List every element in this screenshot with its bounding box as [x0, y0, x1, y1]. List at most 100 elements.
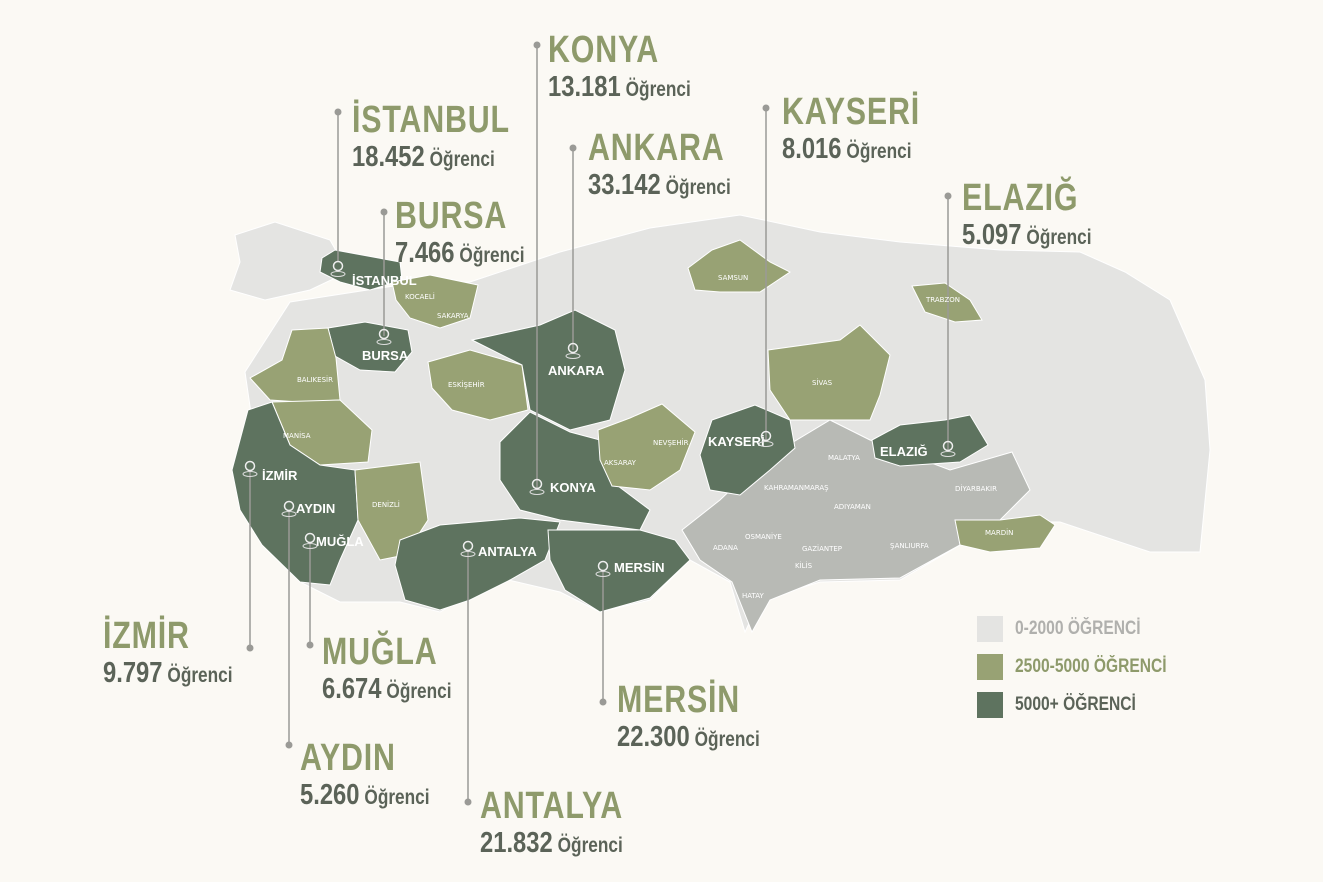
city-name: KAYSERİ [782, 91, 920, 133]
province-label-mardin: MARDİN [985, 528, 1013, 537]
legend-item-mid: 2500-5000 ÖĞRENCİ [977, 648, 1200, 686]
province-bursa [327, 321, 413, 373]
province-ankara [470, 309, 626, 431]
map-city-label-izmir: İZMİR [262, 468, 298, 483]
leader-dot [569, 144, 577, 152]
student-count: 22.300 Öğrenci [617, 721, 760, 753]
province-label-gaziantep: GAZİANTEP [802, 544, 842, 553]
leader-dot [246, 644, 254, 652]
location-pin-icon [758, 430, 774, 447]
province-antalya [394, 517, 561, 611]
student-count: 5.097 Öğrenci [962, 219, 1092, 251]
student-count: 8.016 Öğrenci [782, 133, 912, 165]
city-name: İSTANBUL [352, 99, 510, 141]
province-mersin [547, 529, 691, 613]
city-name: MUĞLA [322, 631, 438, 673]
leader-dot [380, 208, 388, 216]
legend-swatch [977, 654, 1003, 680]
city-name: ANTALYA [480, 785, 623, 827]
city-name: ANKARA [588, 127, 725, 169]
province-label-sivas: SİVAS [812, 378, 833, 387]
province-mardin [954, 514, 1056, 553]
province-label-aksaray: AKSARAY [604, 459, 637, 467]
student-count: 18.452 Öğrenci [352, 141, 495, 173]
province-label-nevsehir: NEVŞEHİR [653, 438, 689, 447]
city-name: BURSA [395, 195, 508, 237]
province-label-adana: ADANA [713, 544, 738, 552]
location-pin-icon [940, 440, 956, 457]
province-samsun [687, 239, 791, 293]
province-izmir-aydin-mugla [231, 401, 359, 586]
legend-label: 0-2000 ÖĞRENCİ [1015, 618, 1141, 639]
callout-bursa: BURSA 7.466 Öğrenci [395, 196, 553, 273]
province-label-malatya: MALATYA [828, 454, 860, 462]
province-label-adiyaman: ADIYAMAN [834, 503, 871, 511]
province-thrace [229, 221, 349, 301]
city-name: KONYA [548, 29, 659, 71]
city-name: ELAZIĞ [962, 177, 1079, 219]
map-city-label-ankara: ANKARA [548, 363, 605, 378]
province-label-osmaniye: OSMANİYE [745, 532, 782, 541]
province-label-sakarya: SAKARYA [437, 312, 469, 320]
student-count: 9.797 Öğrenci [103, 657, 233, 689]
legend-label: 2500-5000 ÖĞRENCİ [1015, 656, 1167, 677]
province-label-trabzon: TRABZON [925, 296, 960, 304]
province-label-hatay: HATAY [742, 592, 764, 600]
city-name: İZMİR [103, 615, 190, 657]
province-label-eskisehir: ESKİŞEHİR [448, 380, 485, 389]
location-pin-icon [565, 342, 581, 359]
province-label-kahramanmaras: KAHRAMANMARAŞ [764, 484, 829, 492]
map-city-label-mugla: MUĞLA [316, 534, 364, 549]
student-count: 21.832 Öğrenci [480, 827, 623, 859]
location-pin-icon [330, 260, 346, 277]
map-city-label-aydin: AYDIN [296, 501, 335, 516]
city-name: AYDIN [300, 737, 396, 779]
map-city-label-elazig: ELAZIĞ [880, 444, 928, 459]
callout-kayseri: KAYSERİ 8.016 Öğrenci [782, 92, 954, 169]
callout-mersin: MERSİN 22.300 Öğrenci [617, 680, 791, 757]
leader-dot [334, 108, 342, 116]
callout-mugla: MUĞLA 6.674 Öğrenci [322, 632, 480, 709]
leader-dot [306, 641, 314, 649]
legend-item-high: 5000+ ÖĞRENCİ [977, 686, 1200, 724]
leader-dot [762, 104, 770, 112]
province-label-kocaeli: KOCAELİ [405, 292, 435, 301]
student-count: 7.466 Öğrenci [395, 237, 525, 269]
province-label-kilis: KİLİS [795, 561, 813, 570]
legend-swatch [977, 616, 1003, 642]
callout-konya: KONYA 13.181 Öğrenci [548, 30, 722, 107]
city-name: MERSİN [617, 679, 741, 721]
map-city-label-istanbul: İSTANBUL [352, 273, 417, 288]
location-pin-icon [529, 478, 545, 495]
province-label-diyarbakir: DİYARBAKIR [955, 484, 997, 493]
leader-dot [464, 798, 472, 806]
leader-dot [285, 741, 293, 749]
province-label-balikesir: BALIKESİR [297, 375, 333, 384]
leader-dot [944, 192, 952, 200]
callout-ankara: ANKARA 33.142 Öğrenci [588, 128, 762, 205]
map-city-label-bursa: BURSA [362, 348, 409, 363]
map-city-label-konya: KONYA [550, 480, 596, 495]
province-elazig [871, 414, 989, 467]
province-kocaeli-sakarya [391, 274, 479, 329]
legend-item-low: 0-2000 ÖĞRENCİ [977, 610, 1200, 648]
province-trabzon [911, 282, 983, 323]
map-city-label-antalya: ANTALYA [478, 544, 537, 559]
province-label-manisa: MANİSA [283, 431, 311, 440]
map-city-label-mersin: MERSİN [614, 560, 665, 575]
student-count: 5.260 Öğrenci [300, 779, 430, 811]
map-city-label-kayseri: KAYSERİ [708, 434, 765, 449]
callout-istanbul: İSTANBUL 18.452 Öğrenci [352, 100, 549, 177]
callout-elazig: ELAZIĞ 5.097 Öğrenci [962, 178, 1120, 255]
legend-swatch [977, 692, 1003, 718]
location-pin-icon [460, 540, 476, 557]
leader-dot [533, 41, 541, 49]
province-label-samsun: SAMSUN [718, 274, 748, 282]
province-label-sanliurfa: ŞANLIURFA [890, 542, 929, 550]
student-count: 6.674 Öğrenci [322, 673, 452, 705]
callout-izmir: İZMİR 9.797 Öğrenci [103, 616, 261, 693]
province-istanbul [319, 249, 403, 291]
student-count: 13.181 Öğrenci [548, 71, 691, 103]
